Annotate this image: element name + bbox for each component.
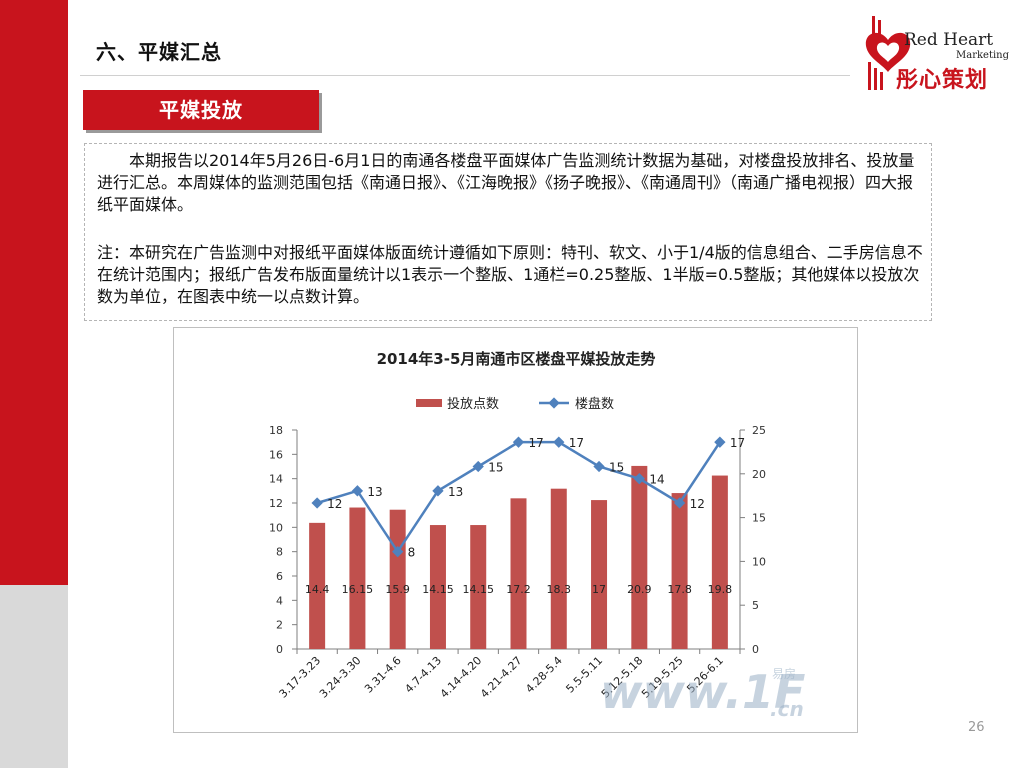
- description-box: 本期报告以2014年5月26日-6月1日的南通各楼盘平面媒体广告监测统计数据为基…: [84, 143, 932, 321]
- bar: [429, 525, 446, 649]
- bar-data-label: 14.15: [422, 583, 454, 596]
- x-axis-tick-label: 4.14-4.20: [438, 654, 485, 701]
- right-axis-tick-label: 5: [752, 599, 759, 612]
- bar: [389, 509, 406, 649]
- x-axis-tick-label: 4.28-5.4: [523, 654, 565, 696]
- page-title: 六、平媒汇总: [96, 40, 222, 64]
- line-data-label: 15: [609, 461, 624, 475]
- bar-data-label: 17.2: [506, 583, 531, 596]
- bar: [510, 498, 527, 649]
- page-number: 26: [968, 720, 985, 735]
- left-accent-bar-gray: [0, 585, 68, 768]
- bar: [309, 522, 326, 649]
- left-axis-tick-label: 6: [276, 570, 283, 583]
- x-axis-tick-label: 3.17-3.23: [277, 654, 324, 701]
- chart-legend: 投放点数 楼盘数: [416, 396, 614, 412]
- line-data-label: 15: [488, 461, 503, 475]
- line-data-label: 12: [690, 497, 705, 511]
- watermark-text: www.1F: [600, 665, 805, 719]
- bar-data-label: 14.15: [462, 583, 494, 596]
- note-paragraph: 注：本研究在广告监测中对报纸平面媒体版面统计遵循如下原则：特刊、软文、小于1/4…: [97, 243, 923, 306]
- legend-line-marker: [548, 397, 560, 409]
- bar: [349, 507, 366, 649]
- line-data-label: 12: [327, 497, 342, 511]
- line-point: [633, 473, 645, 485]
- bar-data-label: 15.9: [385, 583, 410, 596]
- bar-data-label: 16.15: [342, 583, 374, 596]
- line-point: [553, 436, 565, 448]
- logo-text-en: Red Heart: [904, 30, 994, 50]
- left-axis-tick-label: 18: [269, 424, 283, 437]
- x-axis-tick-label: 4.21-4.27: [478, 654, 525, 701]
- line-data-label: 17: [529, 436, 544, 450]
- chart-title: 2014年3-5月南通市区楼盘平媒投放走势: [377, 350, 656, 368]
- bar: [631, 465, 648, 649]
- left-axis-tick-label: 14: [269, 473, 283, 486]
- bar-data-label: 18.3: [547, 583, 572, 596]
- bar: [591, 500, 608, 649]
- line-data-label: 17: [730, 436, 745, 450]
- bar-data-label: 17.8: [667, 583, 692, 596]
- chart-frame: 2014年3-5月南通市区楼盘平媒投放走势 投放点数 楼盘数 0 2 4 6 8 10 12…: [173, 327, 858, 733]
- line-point: [593, 460, 605, 473]
- line-point: [311, 497, 323, 509]
- bar: [671, 493, 688, 649]
- left-axis-tick-label: 2: [276, 619, 283, 632]
- title-divider: [80, 75, 850, 76]
- bar-data-label: 14.4: [305, 583, 330, 596]
- bar: [711, 475, 728, 649]
- legend-line-label: 楼盘数: [575, 396, 614, 412]
- line-point: [673, 497, 686, 509]
- line-point: [512, 436, 525, 448]
- line-data-label: 17: [569, 436, 584, 450]
- logo-icon: [865, 16, 911, 90]
- x-axis-tick-label: 3.24-3.30: [317, 654, 364, 701]
- bar-data-label: 19.8: [708, 583, 733, 596]
- line-data-label: 13: [367, 485, 382, 499]
- left-axis-tick-label: 8: [276, 546, 283, 559]
- line-data-label: 13: [448, 485, 463, 499]
- bar: [470, 525, 487, 649]
- logo-text-en-sub: Marketing: [956, 50, 1010, 61]
- left-axis-tick-label: 0: [276, 643, 283, 656]
- right-axis-tick-label: 25: [752, 424, 766, 437]
- line-data-label: 14: [649, 473, 664, 487]
- bar-data-label: 17: [592, 583, 606, 596]
- line-point: [351, 485, 364, 497]
- watermark-icon: www.1F 易房 .cn: [600, 665, 805, 721]
- description-paragraph: 本期报告以2014年5月26日-6月1日的南通各楼盘平面媒体广告监测统计数据为基…: [97, 151, 915, 214]
- chart: 2014年3-5月南通市区楼盘平媒投放走势 投放点数 楼盘数 0 2 4 6 8 10 12…: [269, 350, 766, 701]
- line-data-label: 8: [408, 546, 416, 560]
- left-axis-tick-label: 16: [269, 448, 283, 461]
- logo-text-cn: 彤心策划: [896, 68, 989, 93]
- line-point: [472, 460, 484, 473]
- bar: [550, 488, 567, 649]
- watermark-suffix: .cn: [770, 697, 804, 721]
- bar-data-label: 20.9: [627, 583, 652, 596]
- watermark-cn: 易房: [772, 666, 796, 681]
- left-axis-tick-label: 4: [276, 594, 283, 607]
- left-axis-tick-label: 12: [269, 497, 283, 510]
- x-axis-tick-label: 4.7-4.13: [402, 654, 444, 696]
- right-axis-tick-label: 20: [752, 468, 766, 481]
- legend-bar-label: 投放点数: [447, 396, 499, 412]
- x-axis-tick-label: 3.31-4.6: [362, 654, 404, 696]
- left-accent-bar: [0, 0, 68, 585]
- right-axis-tick-label: 0: [752, 643, 759, 656]
- line-point: [432, 485, 444, 497]
- legend-bar-swatch: [416, 399, 442, 407]
- right-axis-tick-label: 15: [752, 512, 766, 525]
- right-axis-tick-label: 10: [752, 555, 766, 568]
- section-tab: 平媒投放: [83, 90, 319, 130]
- left-axis-tick-label: 10: [269, 521, 283, 534]
